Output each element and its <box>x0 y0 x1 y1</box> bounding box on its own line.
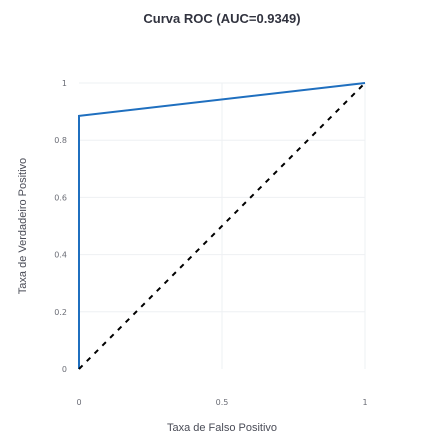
y-tick-label: 1 <box>62 79 67 88</box>
y-tick-label: 0.8 <box>54 136 67 145</box>
y-tick-label: 0.4 <box>54 251 67 260</box>
x-tick-label: 0 <box>76 398 81 407</box>
y-tick-label: 0 <box>62 365 67 374</box>
chart-title: Curva ROC (AUC=0.9349) <box>143 11 300 26</box>
y-axis-ticks: 0 0.2 0.4 0.6 0.8 1 <box>54 79 67 374</box>
diagonal-reference-line <box>78 82 366 370</box>
x-tick-label: 1 <box>362 398 367 407</box>
x-axis-title: Taxa de Falso Positivo <box>167 422 277 434</box>
x-axis-ticks: 0 0.5 1 <box>76 398 367 407</box>
roc-curve-line <box>78 82 366 369</box>
plot-area <box>78 82 366 370</box>
x-tick-label: 0.5 <box>216 398 229 407</box>
y-axis-title: Taxa de Verdadeiro Positivo <box>17 158 29 294</box>
y-tick-label: 0.2 <box>54 308 67 317</box>
y-tick-label: 0.6 <box>54 193 67 202</box>
